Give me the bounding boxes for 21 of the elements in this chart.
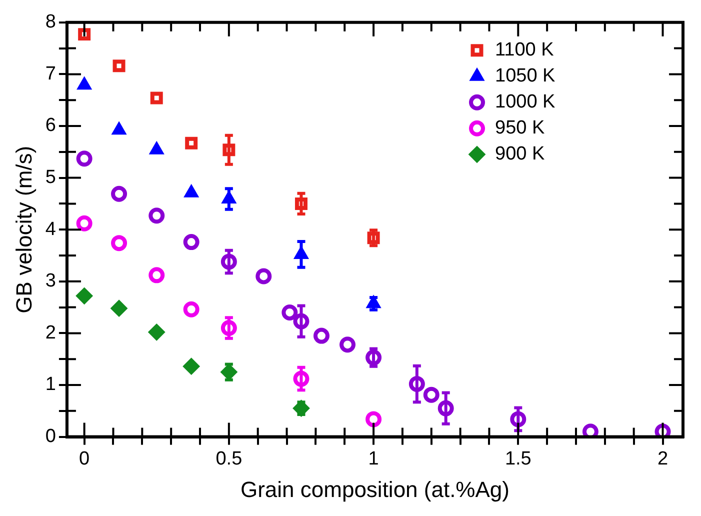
x-tick-label: 0 — [79, 448, 90, 470]
x-tick-label: 2 — [657, 448, 668, 470]
x-tick-label: 1.5 — [504, 448, 532, 470]
y-tick-label: 8 — [45, 12, 56, 33]
legend-label: 1100 K — [495, 40, 554, 61]
legend-label: 950 K — [495, 118, 545, 139]
y-tick-label: 4 — [45, 218, 56, 240]
legend-label: 900 K — [495, 144, 545, 165]
y-tick-label: 0 — [45, 426, 56, 448]
legend-label: 1000 K — [495, 92, 556, 113]
x-tick-label: 0.5 — [216, 448, 242, 470]
y-tick-label: 2 — [45, 322, 56, 344]
x-axis-title: Grain composition (at.%Ag) — [240, 476, 510, 502]
y-axis-title: GB velocity (m/s) — [11, 146, 36, 314]
y-tick-label: 3 — [45, 270, 56, 292]
y-tick-label: 7 — [45, 63, 56, 84]
x-tick-label: 1 — [368, 448, 379, 470]
legend-label: 1050 K — [495, 66, 556, 87]
y-tick-label: 6 — [45, 115, 56, 136]
y-tick-label: 5 — [45, 167, 56, 188]
y-tick-label: 1 — [45, 374, 56, 396]
